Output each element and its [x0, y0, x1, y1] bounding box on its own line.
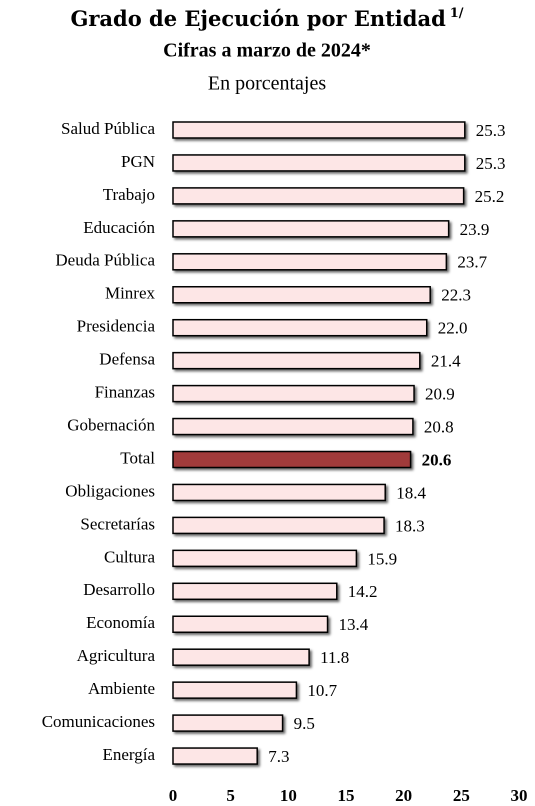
unit-label: En porcentajes [208, 73, 326, 95]
y-tick-label: Ambiente [88, 679, 155, 698]
y-tick-label: Agricultura [77, 646, 156, 665]
bar [172, 648, 310, 666]
y-tick-label: Deuda Pública [55, 251, 155, 270]
value-label: 11.8 [320, 648, 349, 667]
value-label: 13.4 [339, 615, 369, 634]
x-tick-label: 30 [511, 786, 528, 805]
bar [172, 187, 465, 205]
y-tick-label: Comunicaciones [42, 712, 155, 731]
value-label: 10.7 [307, 681, 337, 700]
bar [172, 714, 284, 732]
bar [172, 384, 415, 403]
y-tick-label: Educación [83, 218, 155, 237]
bar [172, 681, 298, 699]
x-tick-label: 20 [395, 786, 412, 805]
y-tick-label: Obligaciones [65, 481, 155, 500]
value-label: 9.5 [294, 714, 315, 733]
value-label: 25.2 [475, 187, 505, 206]
bar [172, 549, 358, 568]
y-tick-label: Finanzas [95, 383, 155, 402]
bar [172, 318, 428, 337]
bar [172, 154, 466, 172]
chart-subtitle: Cifras a marzo de 2024* [163, 40, 371, 62]
y-tick-label: Minrex [105, 284, 156, 303]
value-label: 21.4 [431, 352, 461, 371]
y-tick-label: Salud Pública [61, 119, 155, 138]
value-label: 20.6 [422, 450, 452, 469]
bar [172, 516, 385, 535]
bar [172, 417, 414, 436]
bar [172, 450, 412, 469]
y-tick-label: Desarrollo [83, 580, 155, 599]
value-label: 18.4 [396, 483, 426, 502]
bar [172, 747, 258, 765]
value-label: 20.9 [425, 385, 455, 404]
y-tick-label: Trabajo [103, 185, 155, 204]
value-label: 15.9 [367, 549, 397, 568]
title-note: 1/ [450, 6, 464, 21]
bar [172, 582, 338, 601]
bar [172, 253, 448, 271]
value-label: 7.3 [268, 747, 289, 766]
y-tick-label: Economía [86, 613, 155, 632]
x-tick-label: 15 [338, 786, 355, 805]
value-label: 22.3 [441, 286, 471, 305]
bar [172, 121, 466, 139]
bar [172, 483, 386, 502]
y-tick-label: Energía [102, 745, 155, 764]
bar [172, 615, 329, 633]
y-tick-label: Total [120, 448, 155, 467]
bar [172, 286, 431, 304]
y-tick-label: Gobernación [67, 415, 155, 434]
value-label: 22.0 [438, 319, 468, 338]
value-label: 25.3 [476, 121, 506, 140]
value-label: 18.3 [395, 516, 425, 535]
y-tick-label: Defensa [99, 350, 155, 369]
bar [172, 220, 450, 238]
bar [172, 351, 421, 370]
value-label: 25.3 [476, 154, 506, 173]
value-label: 14.2 [348, 582, 378, 601]
value-label: 23.9 [460, 220, 490, 239]
title-text: Grado de Ejecución por Entidad [70, 6, 446, 31]
x-tick-label: 0 [169, 786, 178, 805]
value-label: 23.7 [457, 253, 487, 272]
x-tick-label: 10 [280, 786, 297, 805]
x-tick-label: 5 [226, 786, 235, 805]
chart-title: Grado de Ejecución por Entidad 1/ [70, 6, 463, 31]
x-tick-label: 25 [453, 786, 470, 805]
y-tick-label: Presidencia [77, 317, 156, 336]
value-label: 20.8 [424, 417, 454, 436]
y-tick-label: Cultura [104, 547, 155, 566]
y-tick-label: Secretarías [80, 514, 155, 533]
y-tick-label: PGN [121, 152, 155, 171]
